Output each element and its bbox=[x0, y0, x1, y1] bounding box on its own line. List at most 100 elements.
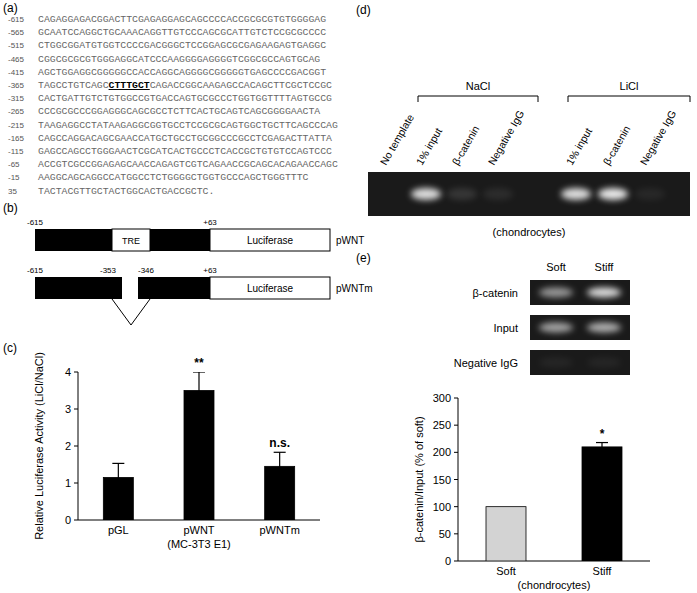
tick-label: 150 bbox=[433, 474, 451, 486]
annotation: * bbox=[600, 427, 605, 441]
gel bbox=[530, 315, 630, 340]
coordinate: -615 bbox=[27, 266, 44, 275]
tick bbox=[454, 533, 458, 534]
panel-letter: (c) bbox=[3, 341, 17, 355]
sequence-part: CTGGCGGATGTGGTCCCCGACGGGCTCCGGAGCGCGAGAA… bbox=[38, 40, 326, 51]
reporter: Luciferase bbox=[247, 283, 294, 294]
category-label: pGL bbox=[108, 524, 129, 536]
sequence-part: CCCGCGCCCGGAGGGCAGCGCCTCTTCACTGCAGTCAGCG… bbox=[38, 106, 320, 117]
tick bbox=[454, 425, 458, 426]
sequence: AAGGCAGCAGGCCATGGCCTCTGGGGCTGGTGCCCAGCTG… bbox=[38, 172, 309, 183]
panel-letter: (e) bbox=[356, 251, 371, 265]
tick-label: 4 bbox=[65, 366, 71, 378]
position: -315 bbox=[8, 94, 25, 103]
tick-label: 50 bbox=[439, 528, 451, 540]
construct-name: pWNT bbox=[336, 235, 364, 246]
tick-label: 250 bbox=[433, 419, 451, 431]
coordinate: -615 bbox=[27, 218, 44, 227]
coordinate: -346 bbox=[138, 266, 155, 275]
error-bar bbox=[274, 452, 286, 480]
chart: 01234Relative Luciferase Activity (LiCl/… bbox=[33, 352, 320, 550]
coordinate: -353 bbox=[100, 266, 117, 275]
promoter bbox=[138, 277, 210, 299]
panel-letter: (b) bbox=[3, 201, 18, 215]
lane-label: No template bbox=[377, 112, 416, 167]
band bbox=[483, 188, 513, 200]
row-label: β-catenin bbox=[473, 287, 518, 299]
marks bbox=[486, 443, 622, 561]
panel-letter: (a) bbox=[3, 1, 18, 15]
coordinate: +63 bbox=[203, 218, 217, 227]
position: -65 bbox=[8, 160, 20, 169]
lane-label: Negative IgG bbox=[485, 108, 526, 167]
band bbox=[635, 188, 665, 200]
band bbox=[411, 188, 441, 200]
position: -165 bbox=[8, 134, 25, 143]
error-line bbox=[279, 452, 280, 480]
error-cap bbox=[193, 372, 205, 373]
error-line bbox=[601, 443, 602, 452]
gel bbox=[368, 172, 690, 216]
sequence-part: CAGCCAGGACAGCGAACCATGCTGCCTGCGGCCCGCCTCG… bbox=[38, 133, 332, 144]
footer: (chondrocytes) bbox=[493, 226, 566, 238]
reporter: Luciferase bbox=[247, 235, 294, 246]
tick-label: 300 bbox=[433, 392, 451, 404]
sequence: ACCGTCGCCGGAGAGCAACCAGAGTCGTCAGAACCGCAGC… bbox=[38, 159, 338, 170]
band bbox=[447, 188, 477, 200]
lane-label: Negative IgG bbox=[637, 108, 678, 167]
sequence-part: TAGCCTGTCAGC bbox=[38, 80, 109, 91]
sequence-part: AGCTGGAGGCGGGGGCCACCAGGCAGGGGCGGGGGTGAGC… bbox=[38, 67, 326, 78]
figure: (a) -615 CAGAGGAGACGGACTTCGAGAGGAGCAGCCCCA… bbox=[0, 0, 697, 593]
tick bbox=[74, 372, 78, 373]
row-label: Negative IgG bbox=[454, 357, 518, 369]
sequence: CAGCCAGGACAGCGAACCATGCTGCCTGCGGCCCGCCTCG… bbox=[38, 133, 332, 144]
reporter-box bbox=[210, 229, 330, 251]
tick bbox=[454, 506, 458, 507]
lane-label: 1% input bbox=[563, 126, 594, 167]
promoter bbox=[35, 277, 122, 299]
tick-label: 0 bbox=[445, 555, 451, 567]
error-cap bbox=[274, 452, 286, 453]
error-cap bbox=[112, 463, 124, 464]
axis-note: (MC-3T3 E1) bbox=[167, 538, 231, 550]
tick bbox=[74, 409, 78, 410]
sequence-part: TAAGAGGCCTATAAGAGGCGGTGCCTCCGCGCAGTGGCTG… bbox=[38, 120, 338, 131]
error-bar bbox=[596, 443, 608, 452]
error-bar bbox=[112, 463, 124, 491]
panel-letter: (d) bbox=[356, 3, 371, 17]
tick bbox=[454, 561, 458, 562]
position: -265 bbox=[8, 107, 25, 116]
axis-note: (chondrocytes) bbox=[518, 579, 591, 591]
sequence: TAGCCTGTCAGCCTTTGCTCAGACCGGCAAGAGCCACAGC… bbox=[38, 80, 332, 91]
bar bbox=[582, 447, 622, 561]
lane-label: β-catenin bbox=[600, 123, 632, 167]
tick bbox=[454, 479, 458, 480]
construct-name: pWNTm bbox=[336, 283, 373, 294]
group-label: LiCl bbox=[620, 80, 639, 92]
sequence: CGGCGCGCGTGGGAGGCATCCCAAGGGGAGGGGTCGGCGC… bbox=[38, 54, 320, 65]
sequence: AGCTGGAGGCGGGGGCCACCAGGCAGGGGCGGGGGTGAGC… bbox=[38, 67, 326, 78]
category-label: Soft bbox=[496, 565, 516, 577]
sequence-part: ACCGTCGCCGGAGAGCAACCAGAGTCGTCAGAACCGCAGC… bbox=[38, 159, 338, 170]
annotation: ** bbox=[194, 356, 204, 370]
gel bbox=[530, 350, 630, 375]
tick bbox=[454, 398, 458, 399]
lane-label: β-catenin bbox=[449, 123, 481, 167]
annotation: n.s. bbox=[269, 436, 290, 450]
tick bbox=[74, 483, 78, 484]
error-line bbox=[198, 372, 199, 409]
marks bbox=[103, 372, 294, 520]
tick bbox=[454, 452, 458, 453]
band bbox=[539, 323, 573, 333]
tick-label: 2 bbox=[65, 440, 71, 452]
tick bbox=[74, 520, 78, 521]
tick-label: 0 bbox=[65, 514, 71, 526]
position: -515 bbox=[8, 41, 25, 50]
position: -365 bbox=[8, 81, 25, 90]
reporter-box bbox=[210, 277, 330, 299]
sequence-part: CACTGATTGTCTGTGGCCGTGACCAGTGCGCCCTGGTGGT… bbox=[38, 93, 332, 104]
sequence-part: GCAATCCAGGCTGCAAACAGGTTGTCCCAGCGCATTGTCT… bbox=[38, 27, 326, 38]
sequence: CAGAGGAGACGGACTTCGAGAGGAGCAGCCCCACCGCGCG… bbox=[38, 14, 326, 25]
sequence: GAGCCAGCCTGGGAACTCGCATCACTGCCCTCACCGCTGT… bbox=[38, 146, 332, 157]
element: TRE bbox=[122, 236, 140, 246]
